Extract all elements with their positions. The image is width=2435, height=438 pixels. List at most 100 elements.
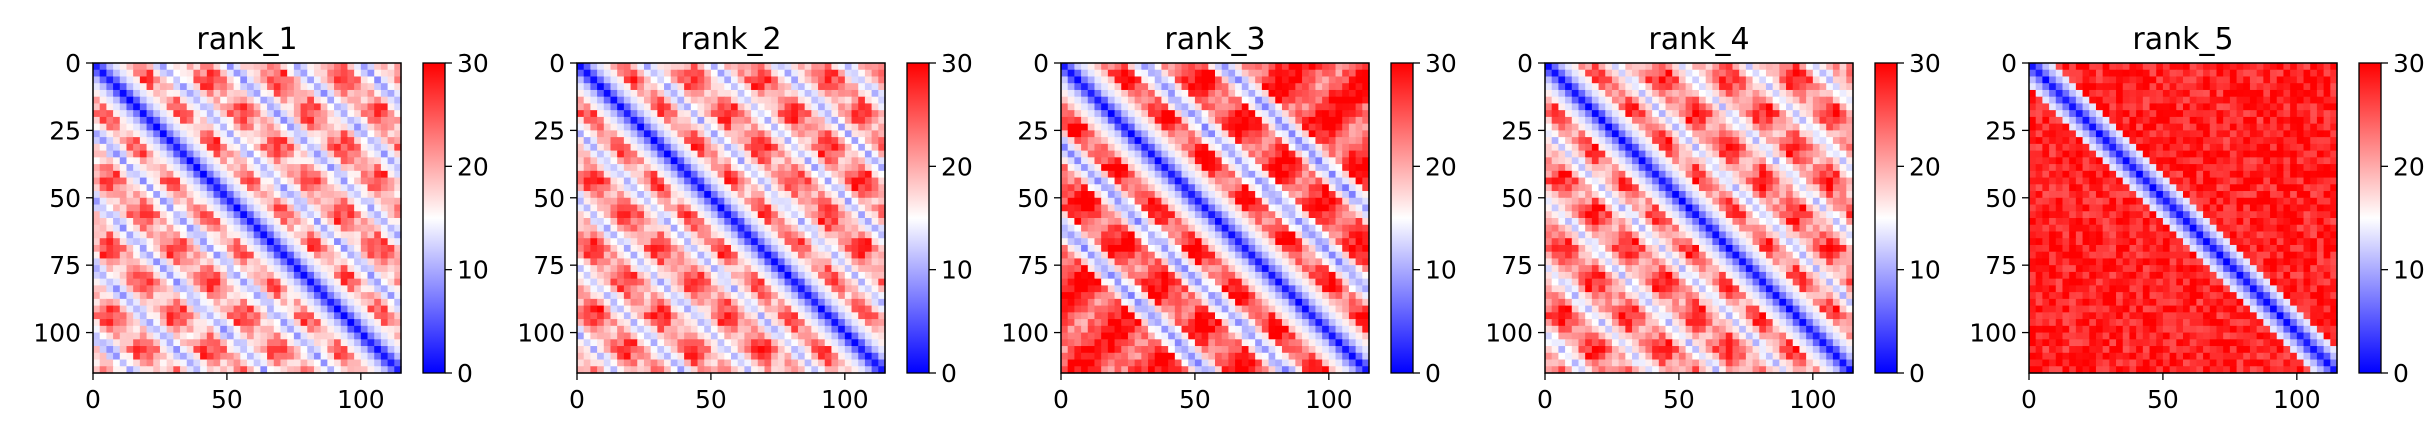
heatmap-cell [126,285,134,293]
heatmap-cell [704,346,712,354]
heatmap-cell [287,110,295,118]
heatmap-cell [133,69,141,78]
heatmap-cell [818,170,826,179]
heatmap-cell [731,123,739,131]
heatmap-cell [173,150,181,158]
heatmap-cell [824,278,833,286]
heatmap-cell [610,332,618,340]
heatmap-cell [878,191,886,199]
heatmap-cell [1295,157,1303,165]
heatmap-cell [334,352,342,361]
heatmap-cell [267,89,275,98]
heatmap-cell [220,103,228,111]
heatmap-cell [200,83,208,91]
heatmap-cell [367,305,375,313]
heatmap-cell [113,96,121,105]
heatmap-cell [166,332,174,340]
heatmap-cell [630,332,638,340]
heatmap-cell [1235,63,1243,71]
heatmap-cell [630,116,638,125]
heatmap-cell [293,103,302,111]
heatmap-cell [623,366,632,374]
heatmap-cell [180,258,188,266]
heatmap-cell [777,231,786,239]
heatmap-cell [293,137,302,145]
heatmap-cell [340,69,349,78]
heatmap-cell [233,339,241,347]
heatmap-cell [1107,137,1116,145]
heatmap-cell [307,325,315,334]
heatmap-cell [610,359,618,367]
heatmap-cell [630,130,638,138]
heatmap-cell [354,244,362,253]
heatmap-cell [1074,116,1082,125]
heatmap-cell [643,83,652,91]
heatmap-cell [273,251,282,260]
heatmap-cell [394,164,402,172]
heatmap-cell [394,83,402,91]
heatmap-cell [287,103,295,111]
heatmap-cell [1248,137,1256,145]
heatmap-cell [597,298,605,307]
heatmap-cell [159,197,168,206]
heatmap-cell [99,130,107,138]
heatmap-cell [737,319,745,327]
heatmap-cell [226,271,235,280]
heatmap-cell [1281,150,1290,158]
heatmap-cell [590,83,598,91]
heatmap-cell [394,332,402,340]
heatmap-cell [300,258,308,266]
heatmap-cell [233,130,241,138]
heatmap-cell [126,251,134,260]
heatmap-cell [1335,89,1343,98]
heatmap-cell [597,191,605,199]
heatmap-cell [1228,157,1236,165]
heatmap-cell [139,103,148,111]
heatmap-cell [771,211,779,219]
heatmap-cell [1221,83,1229,91]
heatmap-cell [797,231,806,239]
heatmap-cell [293,110,302,118]
heatmap-cell [173,184,181,192]
heatmap-cell [240,184,248,192]
heatmap-cell [670,352,679,361]
heatmap-cell [159,224,168,233]
heatmap-cell [213,285,221,293]
heatmap-cell [731,319,739,327]
heatmap-cell [260,137,268,145]
heatmap-cell [1221,150,1229,158]
heatmap-cell [119,143,128,152]
heatmap-cell [838,89,846,98]
heatmap-cell [824,339,833,347]
heatmap-cell [1355,69,1363,78]
heatmap-cell [119,170,128,179]
heatmap-cell [650,251,658,260]
heatmap-cell [1295,110,1303,118]
heatmap-cell [99,96,107,105]
heatmap-cell [1121,103,1129,111]
heatmap-cell [133,265,141,273]
heatmap-cell [300,204,308,212]
heatmap-cell [1194,69,1203,78]
heatmap-cell [159,352,168,361]
heatmap-cell [159,76,168,84]
heatmap-cell [320,346,328,354]
heatmap-cell [226,265,235,273]
x-tick-label: 50 [211,385,243,414]
heatmap-cell [106,359,114,367]
heatmap-cell [193,170,201,179]
heatmap-cell [744,359,752,367]
heatmap-cell [206,366,215,374]
heatmap-cell [583,83,591,91]
heatmap-cell [777,123,786,131]
heatmap-cell [253,238,261,246]
heatmap-cell [320,352,328,361]
heatmap-cell [287,352,295,361]
heatmap-cell [791,63,799,71]
heatmap-cell [630,96,638,105]
heatmap-cell [1355,123,1363,131]
heatmap-cell [871,305,879,313]
heatmap-cell [367,69,375,78]
heatmap-cell [354,319,362,327]
heatmap-cell [690,150,699,158]
